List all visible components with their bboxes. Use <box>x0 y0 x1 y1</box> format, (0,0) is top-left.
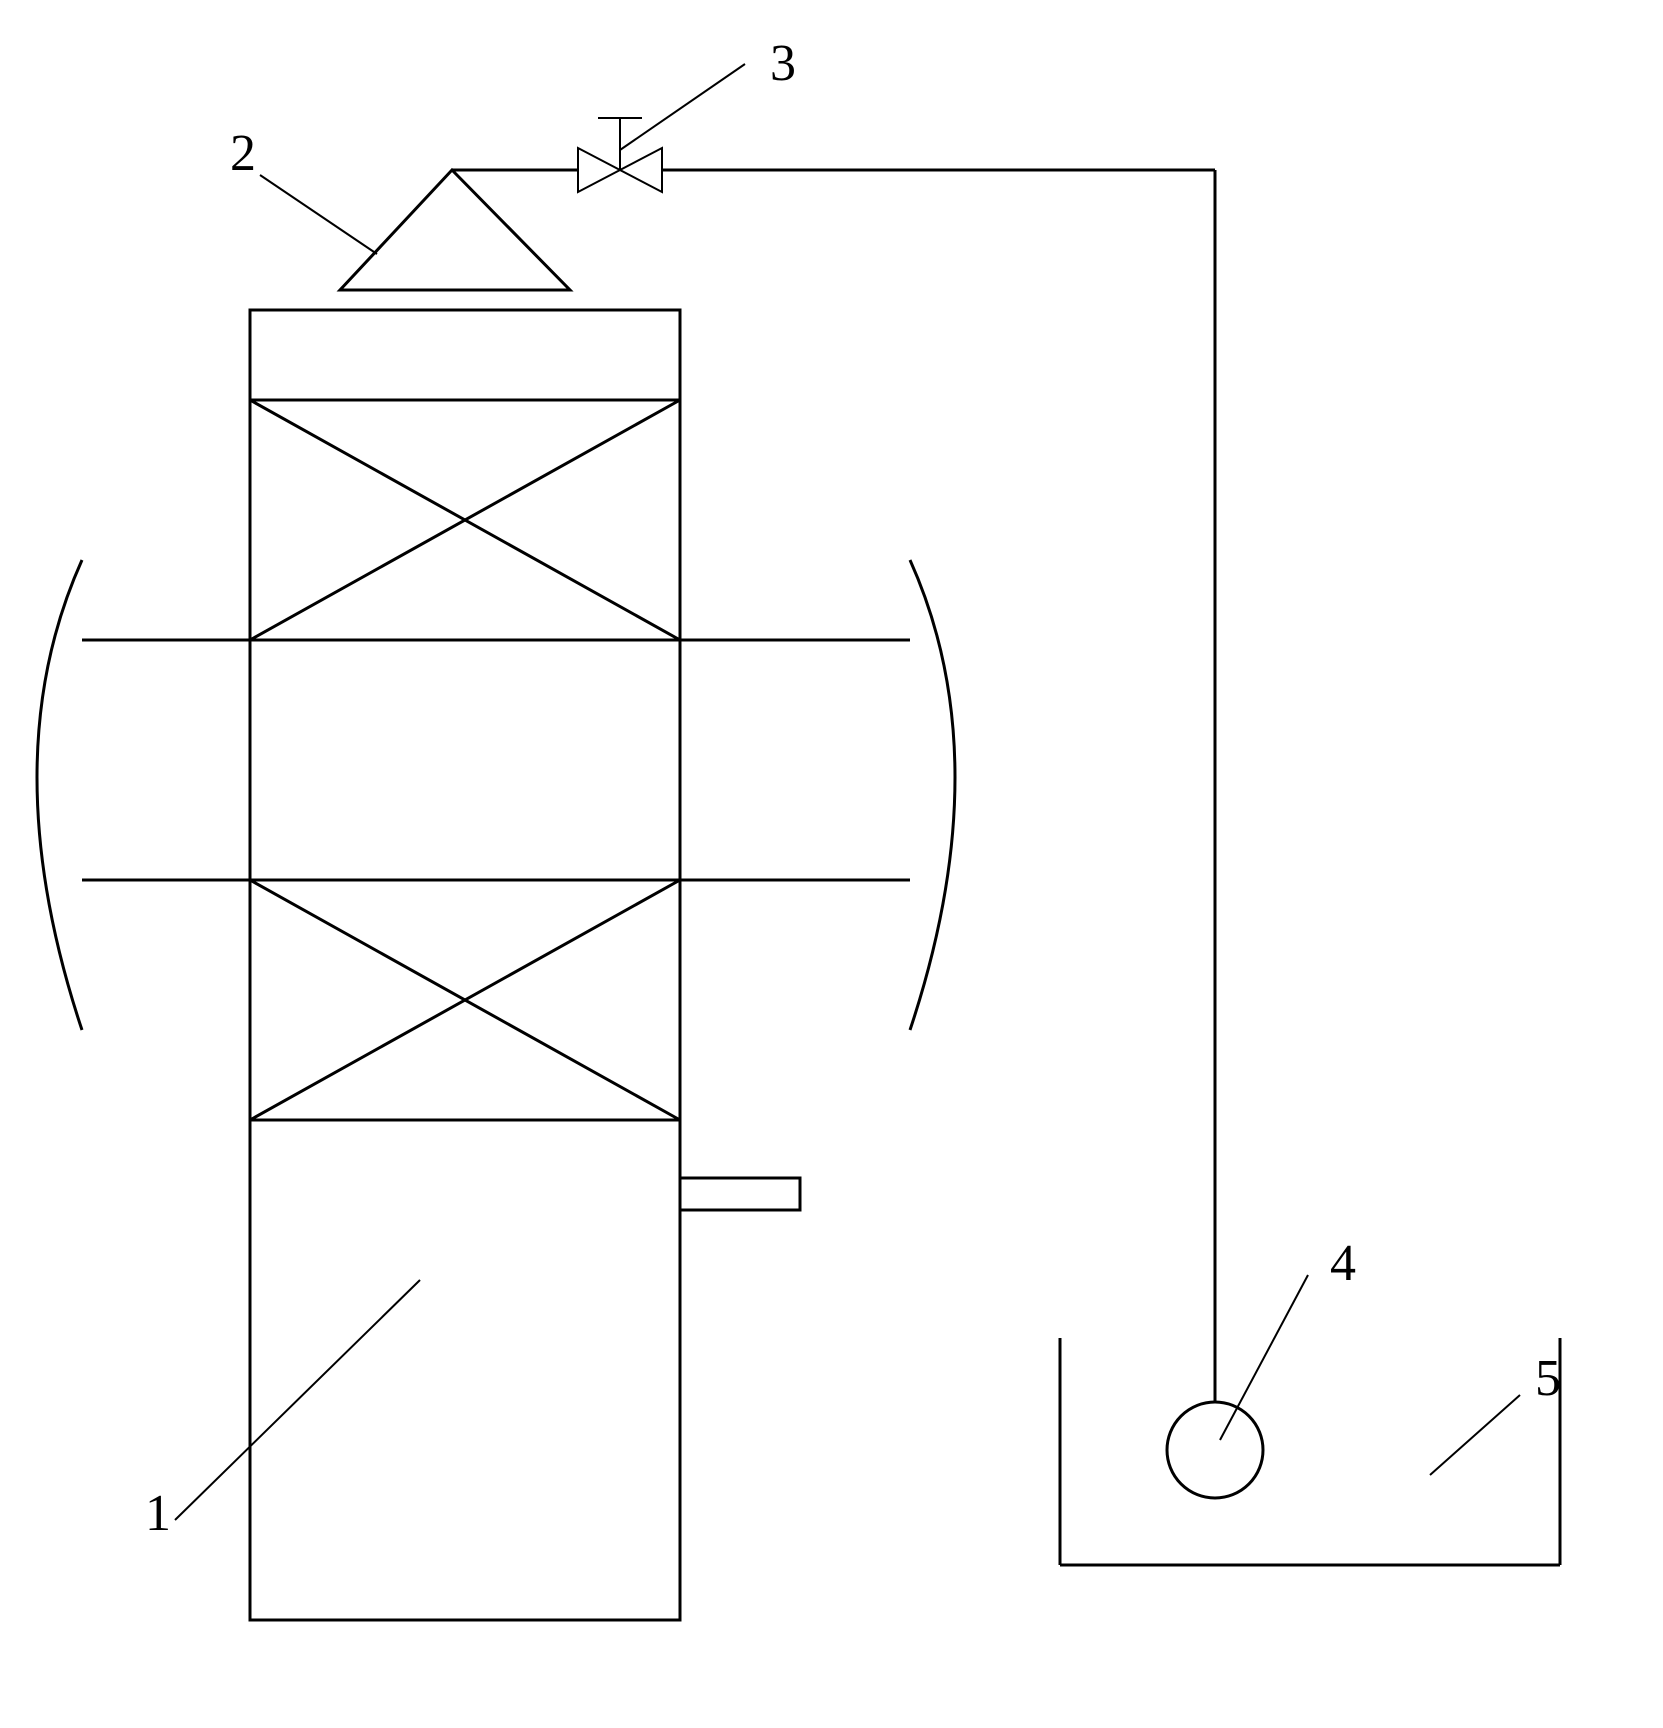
column-outer <box>250 310 680 1620</box>
label-5: 5 <box>1535 1350 1561 1407</box>
spray-nozzle <box>340 170 570 290</box>
label-3: 3 <box>770 35 796 92</box>
leader-5 <box>1430 1395 1520 1475</box>
label-1: 1 <box>145 1485 171 1542</box>
pipe-break-right <box>910 560 955 1030</box>
valve-left <box>578 148 620 192</box>
leader-4 <box>1220 1275 1308 1440</box>
label-4: 4 <box>1330 1235 1356 1292</box>
column-side-port <box>680 1178 800 1210</box>
leader-2 <box>260 175 377 254</box>
leader-3 <box>620 64 745 150</box>
leader-1 <box>175 1280 420 1520</box>
pipe-break-left <box>37 560 82 1030</box>
pump <box>1167 1402 1263 1498</box>
label-2: 2 <box>230 125 256 182</box>
valve-right <box>620 148 662 192</box>
